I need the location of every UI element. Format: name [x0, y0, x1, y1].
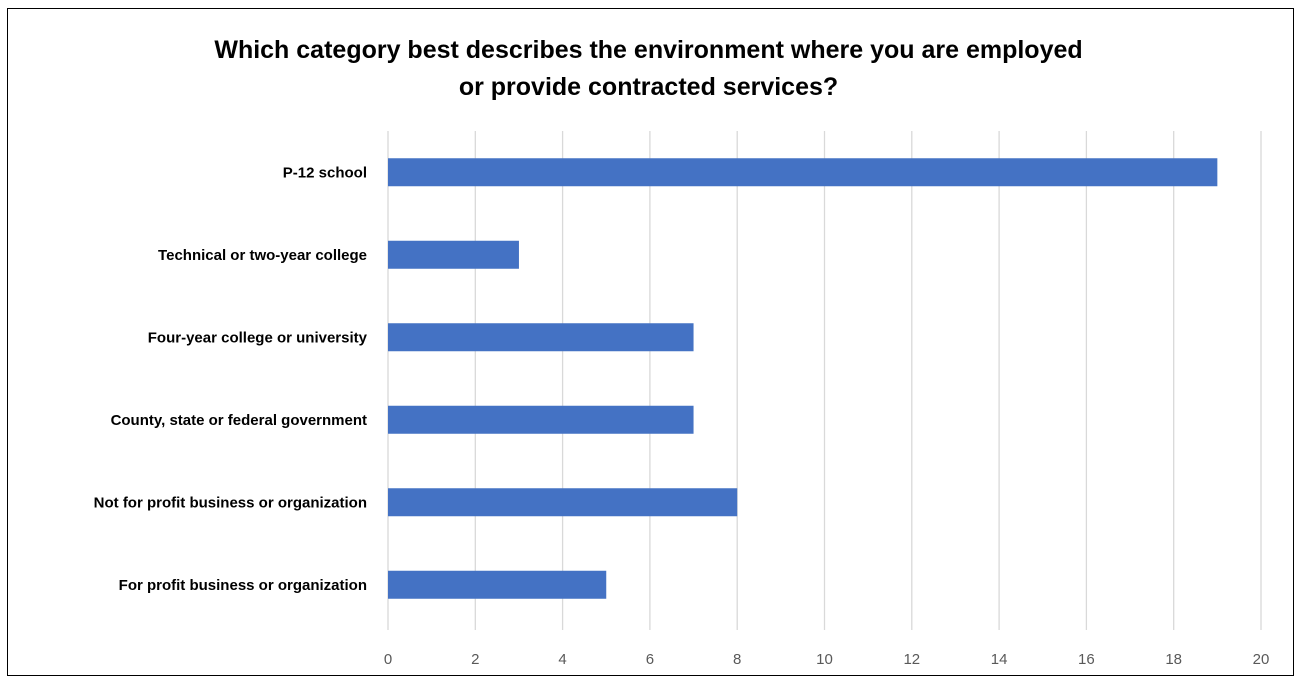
- bar: [388, 488, 738, 517]
- x-tick-label: 6: [646, 651, 654, 668]
- bars: [388, 158, 1218, 599]
- x-tick-label: 4: [558, 651, 566, 668]
- x-tick-label: 8: [733, 651, 741, 668]
- bar: [388, 570, 607, 599]
- x-tick-label: 14: [991, 651, 1008, 668]
- x-tick-label: 2: [471, 651, 479, 668]
- category-label: Technical or two-year college: [158, 247, 367, 264]
- gridlines: [387, 131, 1262, 630]
- x-tick-label: 20: [1253, 651, 1270, 668]
- x-tick-label: 18: [1165, 651, 1182, 668]
- bar: [388, 405, 694, 434]
- bar: [388, 240, 519, 269]
- x-tick-label: 10: [816, 651, 833, 668]
- x-tick-label: 12: [903, 651, 920, 668]
- category-label: County, state or federal government: [111, 412, 367, 429]
- category-label: Not for profit business or organization: [94, 494, 367, 511]
- category-label: Four-year college or university: [148, 329, 368, 346]
- x-axis-tick-labels: 0 2 4 6 8 10 12 14 16 18 20: [384, 651, 1270, 668]
- x-tick-label: 0: [384, 651, 392, 668]
- bar: [388, 323, 694, 352]
- chart-title-line-2: or provide contracted services?: [458, 73, 839, 101]
- chart-title-line-1: Which category best describes the enviro…: [214, 36, 1083, 64]
- category-label: P-12 school: [283, 164, 367, 181]
- category-label: For profit business or organization: [119, 577, 367, 594]
- category-labels: P-12 school Technical or two-year college…: [94, 164, 368, 594]
- bar: [388, 158, 1218, 187]
- x-tick-label: 16: [1078, 651, 1095, 668]
